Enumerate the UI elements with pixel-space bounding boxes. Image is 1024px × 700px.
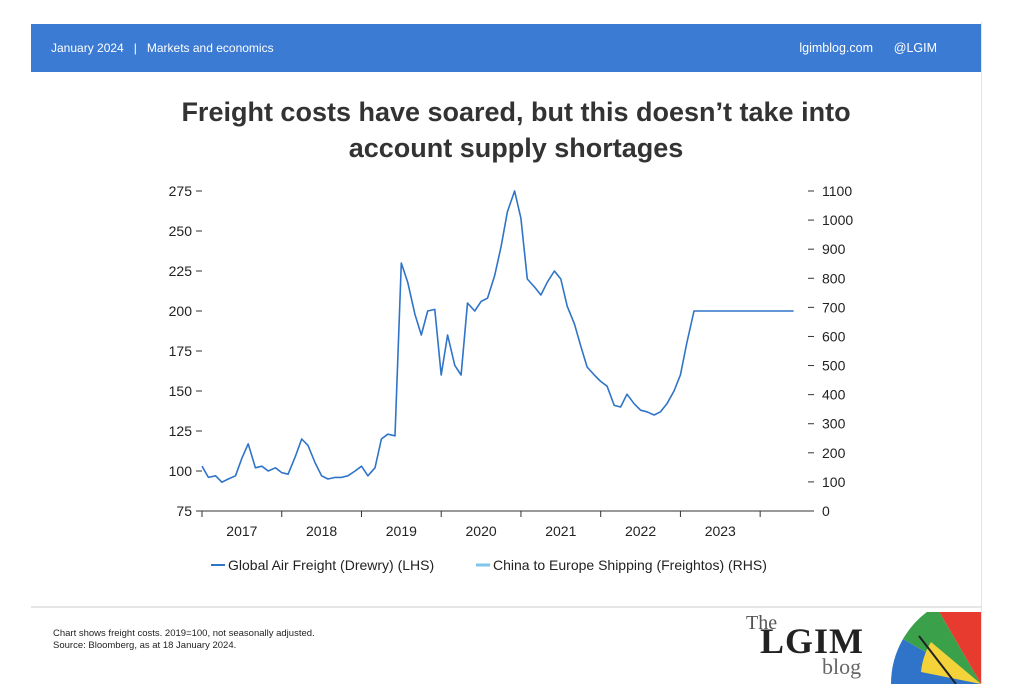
x-tick-label: 2023 [705, 523, 736, 539]
logo-lgim: LGIM [760, 621, 865, 661]
y-left-tick-label: 225 [169, 263, 193, 279]
header-site-link[interactable]: lgimblog.com [799, 41, 873, 55]
y-right-tick-label: 700 [822, 299, 846, 315]
y-right-tick-label: 600 [822, 328, 846, 344]
y-left-tick-label: 150 [169, 383, 193, 399]
y-left-tick-label: 275 [169, 183, 193, 199]
logo-blog: blog [822, 654, 862, 679]
y-left-tick-label: 200 [169, 303, 193, 319]
legend-label: Global Air Freight (Drewry) (LHS) [228, 557, 434, 573]
x-tick-label: 2021 [545, 523, 576, 539]
legend-label: China to Europe Shipping (Freightos) (RH… [493, 557, 767, 573]
x-tick-label: 2017 [226, 523, 257, 539]
y-right-tick-label: 400 [822, 387, 846, 403]
header-section: Markets and economics [146, 41, 274, 55]
umbrella-logo-icon [890, 612, 981, 684]
chart-title: Freight costs have soared, but this does… [91, 94, 941, 166]
footer-note: Chart shows freight costs. 2019=100, not… [53, 628, 315, 652]
y-left-tick-label: 100 [169, 463, 193, 479]
header-handle-link[interactable]: @LGIM [893, 41, 937, 55]
header-date: January 2024 [51, 41, 124, 55]
x-tick-label: 2020 [466, 523, 497, 539]
footer-note-line-1: Chart shows freight costs. 2019=100, not… [53, 628, 315, 639]
y-right-tick-label: 900 [822, 241, 846, 257]
line-chart: 75 100 125 150 175 200 225 250 275 0 100 200 300 400 5… [169, 183, 854, 573]
lgim-blog-logo: The LGIM blog [746, 612, 981, 684]
y-right-tick-label: 300 [822, 416, 846, 432]
y-right-tick-label: 1000 [822, 212, 853, 228]
header-bar: January 2024 | Markets and economics lgi… [31, 24, 981, 72]
y-right-tick-label: 0 [822, 503, 830, 519]
x-tick-label: 2022 [625, 523, 656, 539]
x-tick-label: 2019 [386, 523, 417, 539]
chart-frame: January 2024 | Markets and economics lgi… [31, 22, 982, 684]
footer-note-line-2: Source: Bloomberg, as at 18 January 2024… [53, 640, 237, 651]
chart-title-line-2: account supply shortages [348, 133, 684, 163]
logo-the: The [746, 612, 778, 634]
header-left: January 2024 | Markets and economics [51, 41, 274, 55]
y-right-tick-label: 1100 [822, 183, 852, 199]
y-right-tick-label: 200 [822, 445, 846, 461]
footer-divider [31, 606, 981, 608]
y-left-tick-label: 125 [169, 423, 193, 439]
chart-title-line-1: Freight costs have soared, but this does… [181, 97, 851, 127]
y-right-tick-label: 500 [822, 358, 846, 374]
x-tick-label: 2018 [306, 523, 337, 539]
series-line-air-freight [201, 190, 794, 484]
y-left-tick-label: 250 [169, 223, 193, 239]
y-right-tick-label: 800 [822, 270, 846, 286]
y-left-tick-label: 175 [169, 343, 193, 359]
y-left-tick-label: 75 [176, 503, 192, 519]
y-right-tick-label: 100 [822, 474, 846, 490]
